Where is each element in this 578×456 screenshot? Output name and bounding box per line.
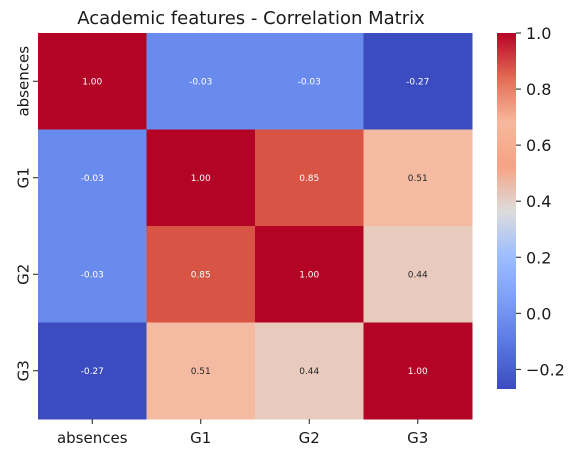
heatmap-cell-1-1 — [146, 129, 256, 227]
cell-label-2-2: 1.00 — [299, 270, 319, 280]
heatmap-cell-3-1 — [146, 322, 256, 420]
colorbar-ticks: 1.0 0.8 0.6 0.4 0.2 0.0 −0.2 — [516, 24, 565, 379]
heatmap-cell-0-3 — [363, 33, 473, 130]
heatmap-cell-1-2 — [255, 129, 364, 227]
cell-label-1-0: -0.03 — [81, 174, 104, 184]
colorbar-tick-label-3: 0.4 — [526, 192, 551, 211]
heatmap-cell-3-0 — [38, 322, 147, 420]
x-tick-label-2: G2 — [299, 429, 320, 447]
colorbar-tick-label-4: 0.2 — [526, 248, 551, 267]
heatmap-cell-2-1 — [146, 226, 256, 323]
cell-label-1-2: 0.85 — [299, 174, 319, 184]
cell-label-1-3: 0.51 — [408, 174, 428, 184]
y-tick-label-2: G2 — [15, 264, 33, 285]
cell-label-1-1: 1.00 — [191, 174, 211, 184]
colorbar-tick-label-1: 0.8 — [526, 80, 551, 99]
cell-label-0-0: 1.00 — [82, 77, 102, 87]
cell-label-0-2: -0.03 — [298, 77, 321, 87]
heatmap-cell-0-2 — [255, 33, 364, 130]
heatmap-cell-0-0 — [38, 33, 147, 130]
cell-label-2-0: -0.03 — [81, 270, 104, 280]
cell-label-0-3: -0.27 — [406, 77, 429, 87]
heatmap-cell-0-1 — [146, 33, 256, 130]
colorbar-tick-label-6: −0.2 — [526, 360, 565, 379]
cell-label-0-1: -0.03 — [189, 77, 212, 87]
cell-label-2-1: 0.85 — [191, 270, 211, 280]
heatmap-cell-3-3 — [363, 322, 473, 420]
colorbar: 1.0 0.8 0.6 0.4 0.2 0.0 −0.2 — [497, 24, 565, 389]
colorbar-gradient — [497, 33, 516, 389]
cell-label-3-1: 0.51 — [191, 367, 211, 377]
x-tick-label-1: G1 — [190, 429, 211, 447]
cell-label-3-2: 0.44 — [299, 367, 319, 377]
x-tick-label-3: G3 — [407, 429, 428, 447]
colorbar-tick-label-5: 0.0 — [526, 304, 551, 323]
colorbar-tick-label-2: 0.6 — [526, 136, 551, 155]
heatmap-cell-1-3 — [363, 129, 473, 227]
heatmap-cell-2-2 — [255, 226, 364, 323]
heatmap-cell-1-0 — [38, 129, 147, 227]
x-tick-label-0: absences — [57, 429, 128, 447]
y-tick-label-3: G3 — [15, 360, 33, 381]
y-tick-label-1: G1 — [15, 167, 33, 188]
x-axis: absences G1 G2 G3 — [57, 419, 428, 447]
heatmap-cell-3-2 — [255, 322, 364, 420]
heatmap-cell-2-3 — [363, 226, 473, 323]
cell-label-2-3: 0.44 — [408, 270, 428, 280]
cell-label-3-0: -0.27 — [81, 367, 104, 377]
y-tick-label-0: absences — [15, 46, 33, 117]
heatmap-cell-2-0 — [38, 226, 147, 323]
heatmap-cells — [38, 33, 473, 420]
heatmap-cell-labels: 1.00 -0.03 -0.03 -0.27 -0.03 1.00 0.85 0.51 -0.0… — [81, 77, 430, 377]
chart-title: Academic features - Correlation Matrix — [77, 8, 425, 29]
cell-label-3-3: 1.00 — [408, 367, 428, 377]
y-axis: absences G1 G2 G3 — [15, 46, 38, 381]
colorbar-tick-label-0: 1.0 — [526, 24, 551, 43]
